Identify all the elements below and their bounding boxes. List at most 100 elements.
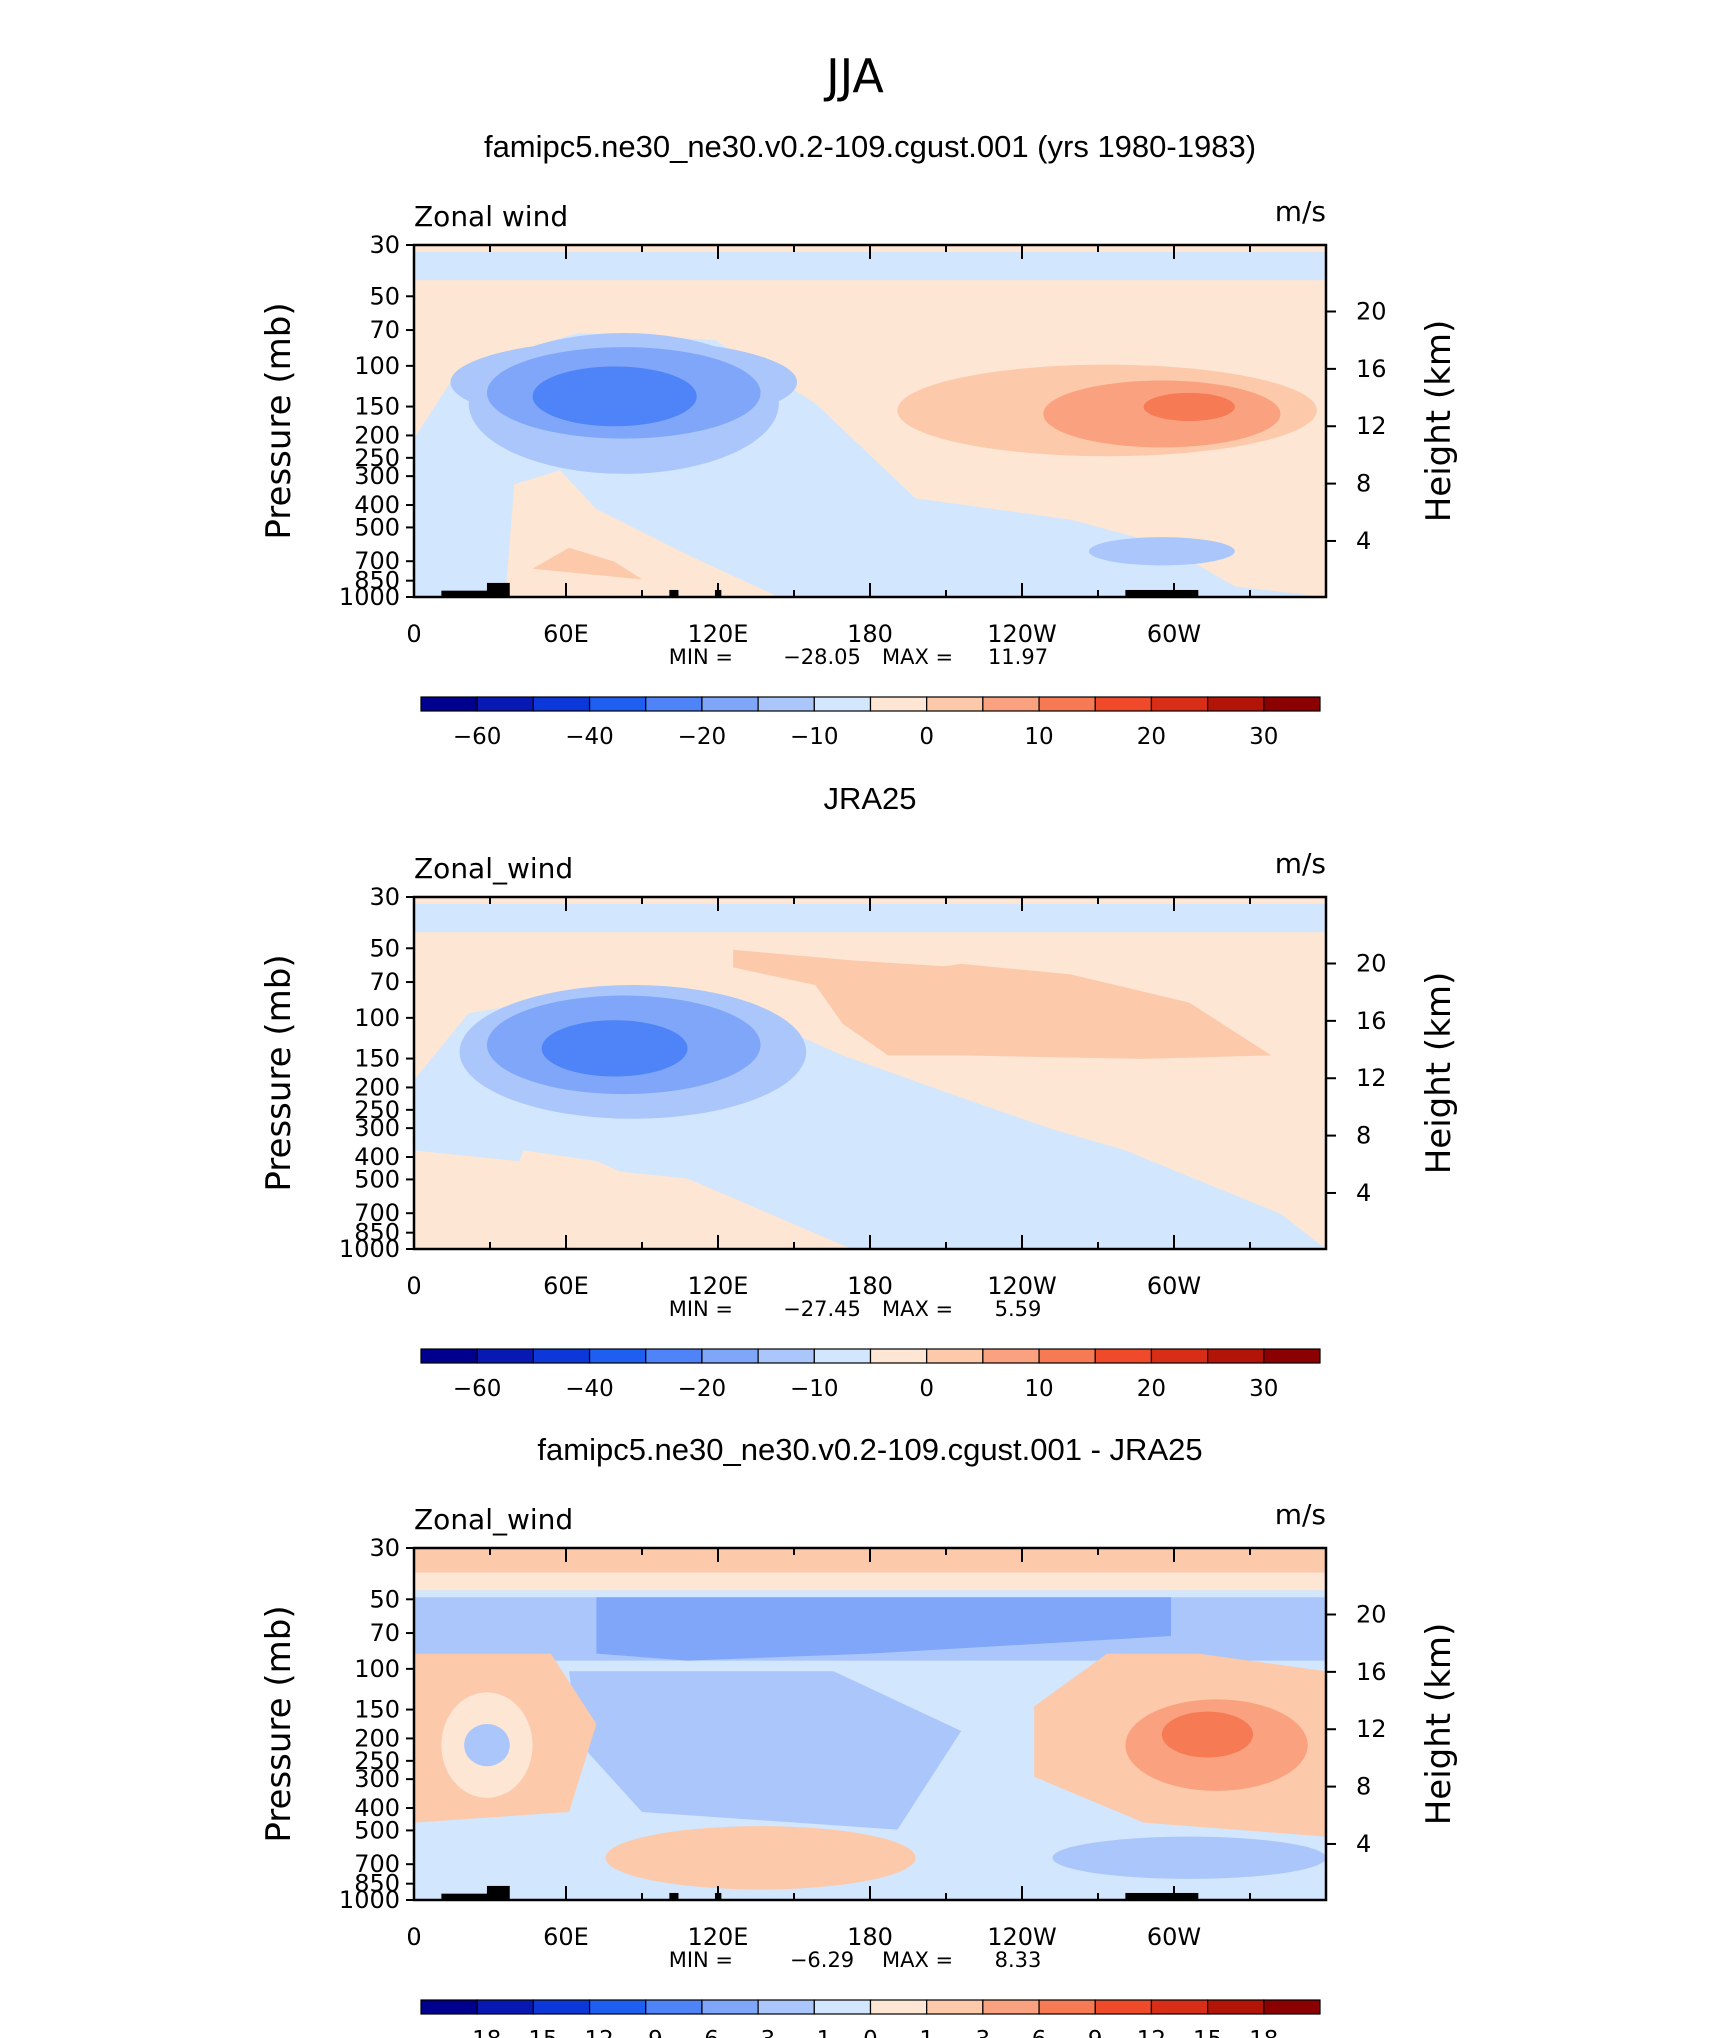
y2-tick-label: 4: [1356, 1179, 1371, 1207]
colorbar-swatch: [757, 1999, 815, 2015]
colorbar-tick-label: −40: [565, 724, 614, 750]
colorbar-swatch: [813, 696, 872, 712]
y-tick-label: 100: [354, 352, 400, 380]
x-tick-label: 60E: [543, 1923, 589, 1951]
contour-band: [1143, 392, 1235, 422]
y2-tick-label: 8: [1356, 1122, 1371, 1150]
y-tick-label: 850: [354, 567, 400, 595]
x-tick-label: 120E: [688, 1923, 749, 1951]
y-tick-label: 100: [354, 1004, 400, 1032]
y-tick-label: 250: [354, 1747, 400, 1775]
x-tick-label: 180: [847, 620, 893, 648]
contour-band: [860, 963, 1272, 1059]
colorbar-swatch: [1150, 1348, 1209, 1364]
colorbar-tick-label: 0: [863, 2027, 878, 2038]
y-axis-title: Pressure (mb): [259, 954, 299, 1191]
colorbar-swatch: [926, 696, 984, 712]
variable-label: Zonal wind: [414, 200, 568, 233]
terrain-block: [1125, 589, 1199, 597]
colorbar-swatch: [1263, 696, 1321, 712]
variable-label: Zonal_wind: [414, 1503, 573, 1536]
y2-tick-label: 20: [1356, 298, 1387, 326]
y2-tick-label: 4: [1356, 1830, 1371, 1858]
colorbar-tick-label: 1: [919, 2027, 934, 2038]
panels: famipc5.ne30_ne30.v0.2-109.cgust.001 (yr…: [259, 129, 1459, 2038]
min-label: MIN =: [669, 645, 733, 669]
colorbar-swatch: [1038, 1999, 1096, 2015]
y2-tick-label: 8: [1356, 1773, 1371, 1801]
colorbar-swatch: [869, 1999, 928, 2015]
contour-field: [414, 245, 1326, 597]
x-tick-label: 60E: [543, 1272, 589, 1300]
colorbar-tick-label: −12: [565, 2027, 614, 2038]
x-tick-label: 60W: [1147, 1923, 1201, 1951]
panel-3: famipc5.ne30_ne30.v0.2-109.cgust.001 - J…: [259, 1432, 1459, 2038]
colorbar-swatch: [1094, 696, 1153, 712]
colorbar-tick-label: −1: [797, 2027, 831, 2038]
panel-title: JRA25: [823, 781, 916, 816]
colorbar-tick-label: 10: [1024, 724, 1053, 750]
colorbar-swatch: [1150, 696, 1209, 712]
variable-label: Zonal_wind: [414, 852, 573, 885]
colorbar-tick-label: −10: [790, 724, 839, 750]
y-tick-label: 70: [369, 1619, 400, 1647]
colorbar-swatch: [420, 1999, 478, 2015]
x-tick-label: 180: [847, 1923, 893, 1951]
colorbar-tick-label: 10: [1024, 1376, 1053, 1402]
y-tick-label: 200: [354, 1724, 400, 1752]
x-tick-label: 0: [406, 1923, 421, 1951]
y-tick-label: 200: [354, 421, 400, 449]
colorbar-tick-label: −60: [453, 1376, 502, 1402]
x-tick-label: 120W: [987, 1923, 1057, 1951]
contour-band: [414, 1572, 1326, 1591]
colorbar-swatch: [645, 696, 703, 712]
colorbar-swatch: [532, 1348, 591, 1364]
x-tick-label: 60E: [543, 620, 589, 648]
y-tick-label: 700: [354, 547, 400, 575]
y2-tick-label: 16: [1356, 355, 1387, 383]
colorbar-swatch: [1094, 1348, 1153, 1364]
colorbar-swatch: [476, 696, 534, 712]
colorbar-swatch: [1038, 696, 1096, 712]
colorbar-tick-label: 3: [976, 2027, 991, 2038]
colorbar-swatch: [645, 1999, 703, 2015]
y-tick-label: 1000: [339, 1235, 400, 1263]
x-tick-label: 180: [847, 1272, 893, 1300]
y2-tick-label: 20: [1356, 950, 1387, 978]
colorbar: −60 −40 −20 −10 0 10 20 30: [420, 696, 1321, 750]
contour-band: [605, 1826, 916, 1890]
units-label: m/s: [1275, 1498, 1326, 1531]
colorbar-swatch: [869, 1348, 928, 1364]
y-tick-label: 400: [354, 1143, 400, 1171]
colorbar-tick-label: −6: [685, 2027, 719, 2038]
contour-band: [596, 1597, 1171, 1661]
units-label: m/s: [1275, 195, 1326, 228]
x-tick-label: 120W: [987, 620, 1057, 648]
colorbar-swatch: [532, 1999, 591, 2015]
units-label: m/s: [1275, 847, 1326, 880]
y-tick-label: 200: [354, 1073, 400, 1101]
y-tick-label: 50: [369, 934, 400, 962]
terrain-block: [669, 589, 679, 597]
colorbar-swatch: [926, 1999, 984, 2015]
colorbar-swatch: [588, 1348, 647, 1364]
panel-title: famipc5.ne30_ne30.v0.2-109.cgust.001 (yr…: [484, 129, 1256, 164]
colorbar-swatch: [1263, 1999, 1321, 2015]
contour-band: [569, 1671, 962, 1830]
colorbar: −60 −40 −20 −10 0 10 20 30: [420, 1348, 1321, 1402]
colorbar-swatch: [813, 1348, 872, 1364]
y2-axis-title: Height (km): [1419, 1623, 1459, 1826]
colorbar-tick-label: −20: [678, 724, 727, 750]
colorbar-swatch: [1094, 1999, 1153, 2015]
panel-title: famipc5.ne30_ne30.v0.2-109.cgust.001 - J…: [537, 1432, 1202, 1467]
contour-band: [464, 1724, 510, 1767]
y-tick-label: 850: [354, 1219, 400, 1247]
contour-band: [532, 366, 697, 427]
colorbar-swatch: [982, 1999, 1040, 2015]
colorbar-swatch: [476, 1999, 534, 2015]
y-tick-label: 300: [354, 1765, 400, 1793]
y-tick-label: 500: [354, 1165, 400, 1193]
colorbar-tick-label: −10: [790, 1376, 839, 1402]
panel-1: famipc5.ne30_ne30.v0.2-109.cgust.001 (yr…: [259, 129, 1459, 750]
y-tick-label: 400: [354, 1794, 400, 1822]
